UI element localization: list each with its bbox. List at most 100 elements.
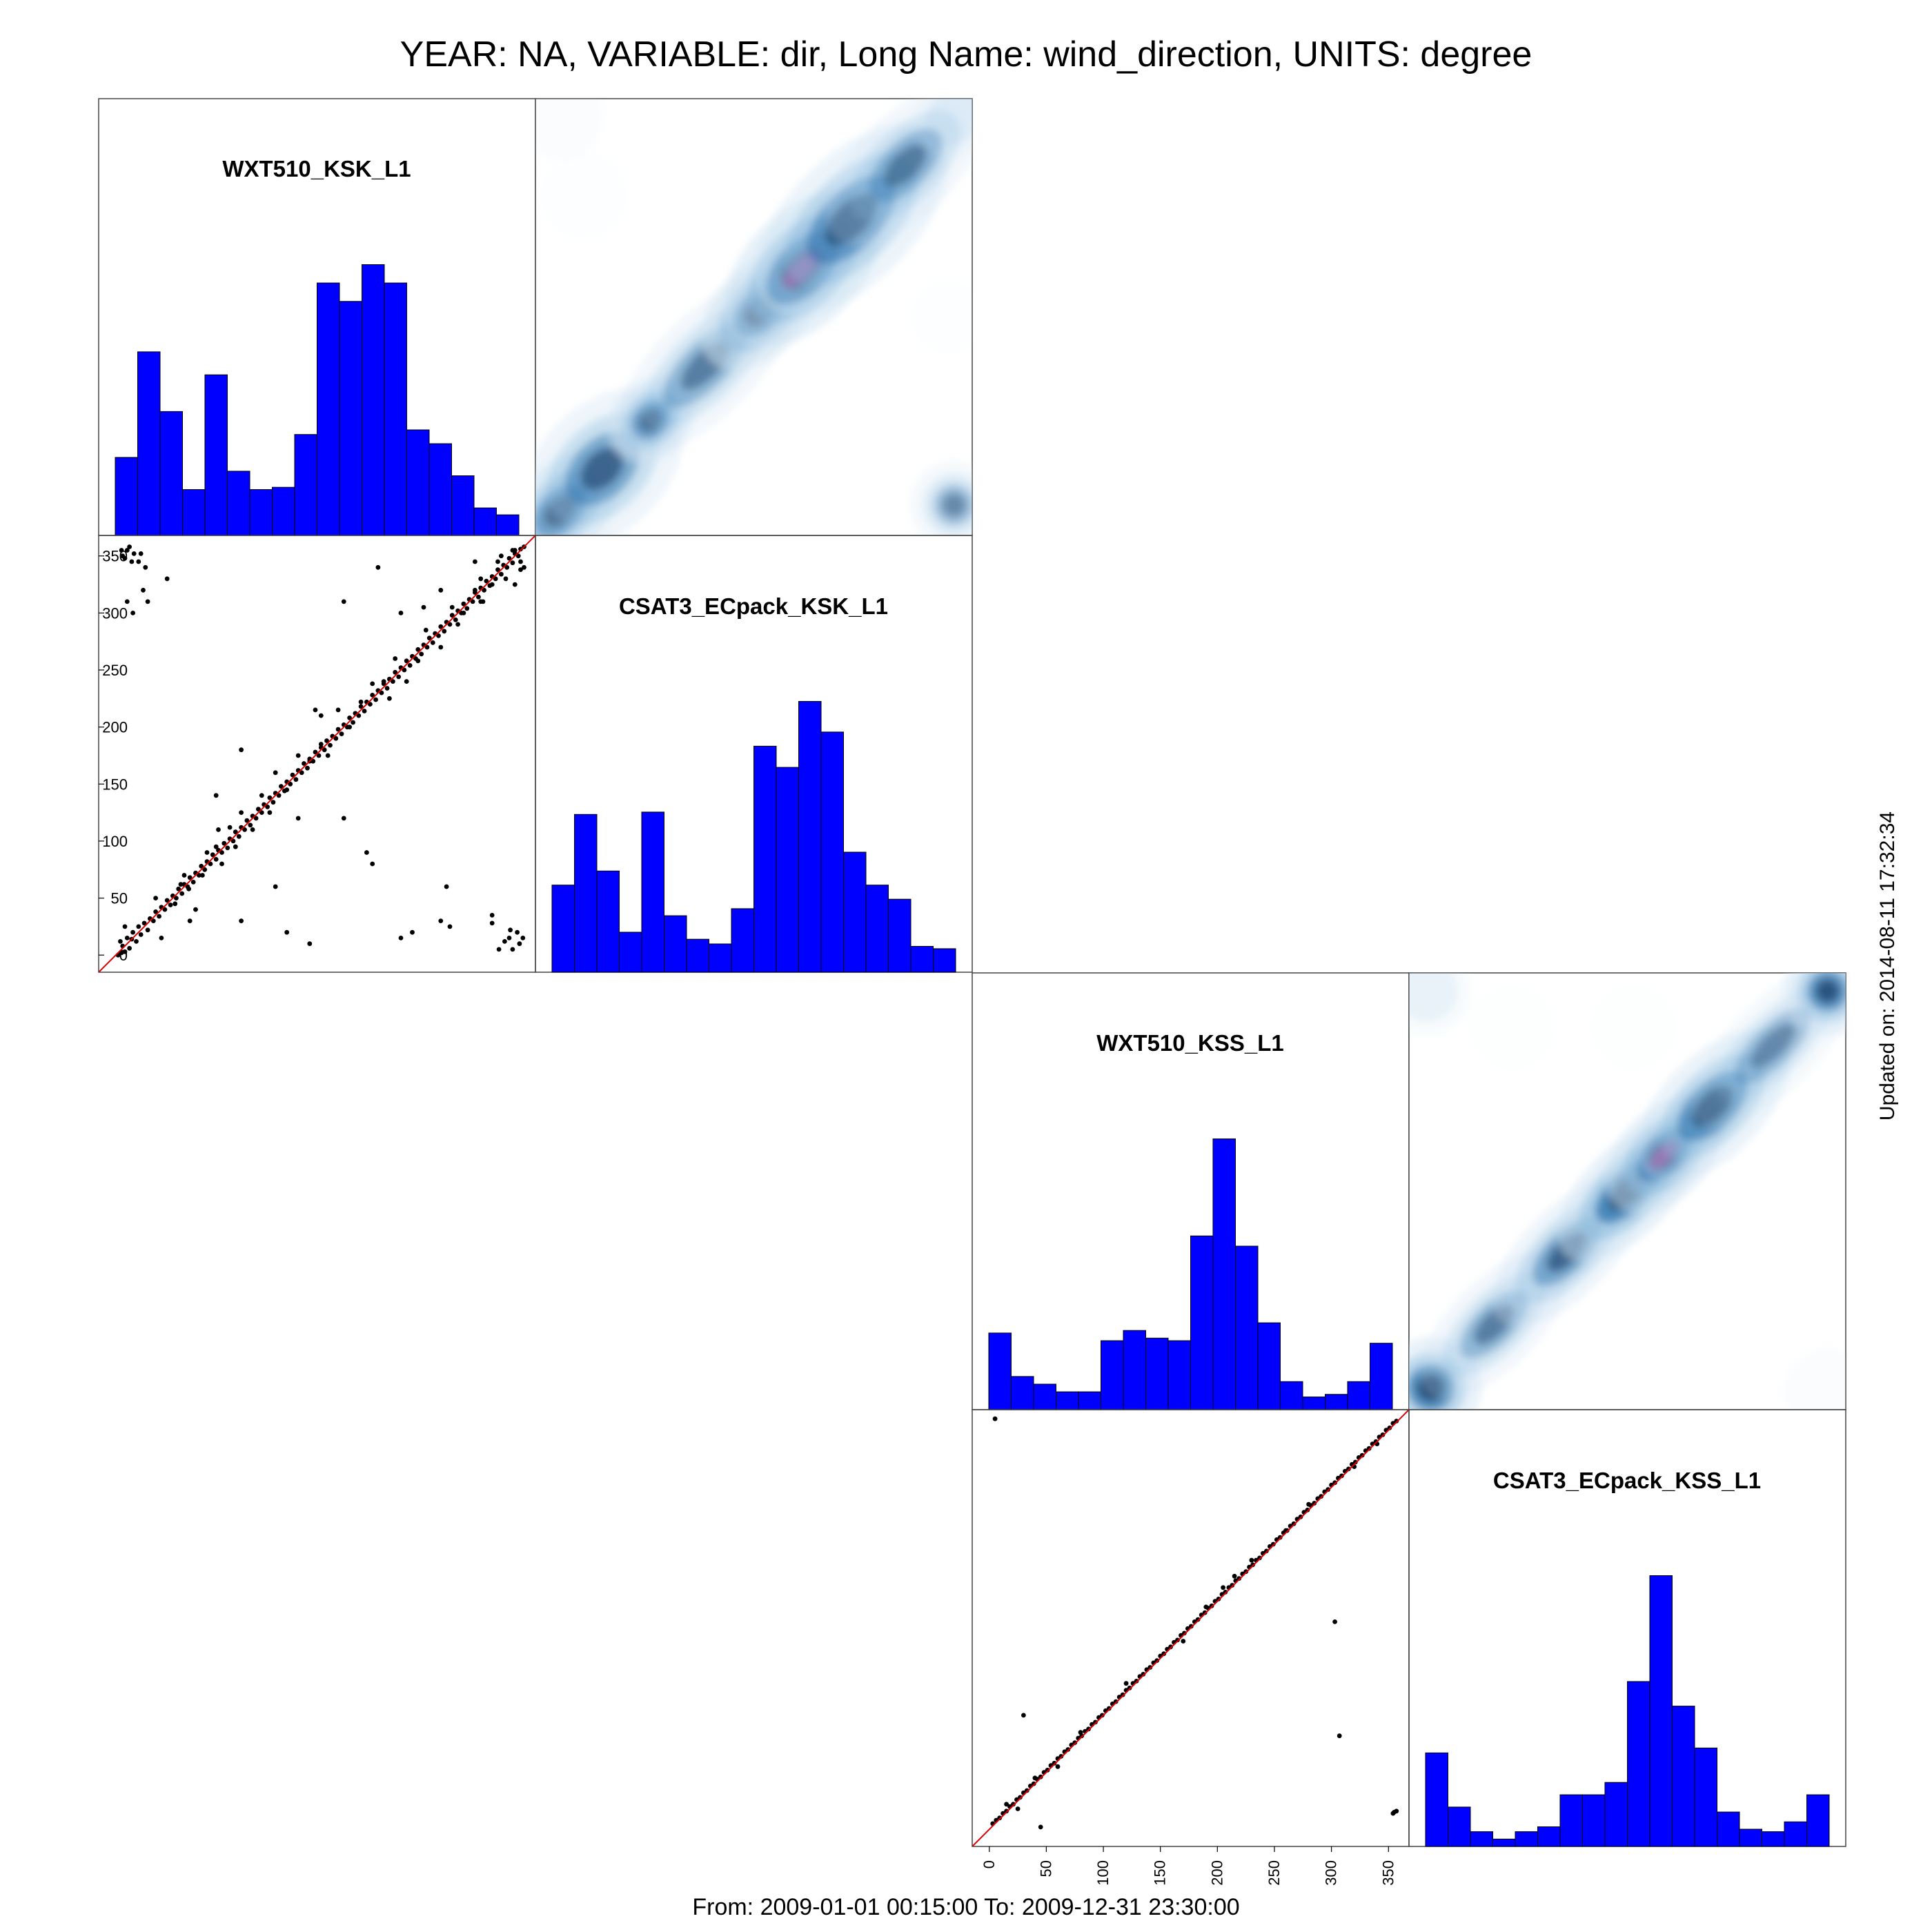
scatter-point: [358, 704, 364, 709]
histogram-bar: [159, 411, 183, 536]
scatter-point: [1181, 1639, 1186, 1644]
scatter-point: [328, 742, 333, 748]
scatter-point: [204, 850, 210, 855]
scatter-point: [415, 647, 421, 652]
scatter-point: [153, 909, 159, 914]
scatter-point: [1154, 1658, 1160, 1664]
scatter-point: [305, 765, 310, 771]
scatter-point: [310, 758, 316, 764]
scatter-point: [482, 587, 486, 593]
scatter-point: [118, 939, 123, 944]
scatter-point: [1141, 1672, 1146, 1677]
scatter-point: [1249, 1557, 1254, 1563]
histogram-bar: [843, 851, 867, 973]
scatter-point: [484, 578, 489, 584]
scatter-point: [339, 731, 344, 736]
scatter-point: [181, 873, 187, 878]
scatter-point: [447, 622, 453, 627]
scatter-point: [1072, 1740, 1078, 1746]
histogram-wxt510-ksk: [115, 264, 520, 536]
scatter-point: [503, 576, 509, 582]
scatter-point: [1004, 1802, 1009, 1807]
density-blob: [909, 279, 972, 355]
scatter-ksk: [99, 535, 535, 972]
histogram-bar: [1649, 1575, 1673, 1847]
scatter-point: [127, 945, 132, 951]
scatter-point: [239, 918, 244, 923]
scatter-point: [512, 582, 518, 587]
scatter-point: [174, 896, 179, 900]
scatter-point: [1093, 1719, 1098, 1725]
scatter-point: [127, 544, 132, 549]
x-tick-label: 300: [1323, 1860, 1340, 1886]
scatter-point: [384, 686, 390, 691]
scatter-point: [1045, 1767, 1050, 1773]
scatter-point: [1380, 1432, 1386, 1437]
scatter-point: [449, 613, 455, 618]
histogram-bar: [1145, 1337, 1169, 1410]
scatter-point: [1127, 1685, 1132, 1690]
scatter-point: [1306, 1501, 1311, 1507]
histogram-bar: [1325, 1394, 1348, 1410]
scatter-point: [1366, 1446, 1372, 1451]
scatter-point: [438, 644, 444, 650]
histogram-bar: [137, 351, 161, 536]
scatter-point: [508, 927, 513, 933]
density-layer: [535, 99, 972, 535]
scatter-point: [1339, 1473, 1344, 1479]
scatter-point: [265, 805, 270, 809]
scatter-point: [1291, 1521, 1297, 1526]
x-axis-ticks-kss: 0 50 100 150 200 250 300 350: [980, 1846, 1397, 1886]
scatter-point: [225, 845, 230, 851]
histogram-bar: [888, 898, 911, 973]
histogram-bar: [115, 457, 138, 536]
density-blob: [942, 493, 966, 518]
scatter-point: [164, 576, 170, 582]
scatter-point: [438, 587, 444, 593]
histogram-bar: [731, 908, 754, 973]
scatter-point: [316, 753, 322, 758]
scatter-point: [1078, 1730, 1083, 1735]
histogram-bar: [1190, 1235, 1214, 1410]
scatter-point: [335, 727, 341, 732]
scatter-point: [138, 932, 144, 937]
scatter-point: [1332, 1480, 1337, 1486]
scatter-point: [208, 861, 213, 867]
scatter-point: [324, 738, 329, 743]
density-wxt510-kss-vs-csat3-kss: [1409, 973, 1846, 1410]
histogram-bar: [249, 489, 273, 536]
scatter-point: [219, 850, 224, 855]
scatter-point: [423, 627, 428, 633]
scatter-point: [410, 929, 415, 935]
histogram-csat3-ksk: [551, 701, 956, 973]
scatter-point: [193, 907, 198, 912]
histogram-bar: [664, 915, 687, 973]
scatter-point: [415, 658, 421, 664]
histogram-bar: [384, 282, 407, 536]
histogram-bar: [1056, 1391, 1079, 1410]
scatter-point: [313, 707, 318, 713]
scatter-point: [176, 886, 181, 891]
histogram-bar: [204, 374, 228, 536]
scatter-point: [313, 749, 318, 755]
histogram-bar: [362, 264, 385, 536]
scatter-point: [236, 834, 241, 839]
density-layer: [1409, 973, 1846, 1410]
scatter-point: [213, 844, 219, 849]
scatter-point: [1031, 1781, 1036, 1786]
scatter-point: [404, 679, 409, 684]
scatter-point: [244, 818, 250, 823]
x-tick-label: 50: [1037, 1860, 1054, 1877]
histogram-bar: [1604, 1782, 1628, 1847]
scatter-point: [1359, 1452, 1365, 1458]
scatter-point: [129, 559, 135, 564]
scatter-point: [136, 924, 141, 929]
density-blob: [1815, 979, 1840, 1003]
scatter-point: [438, 624, 444, 629]
scatter-point: [131, 551, 137, 556]
scatter-point: [138, 551, 144, 556]
scatter-point: [473, 559, 477, 564]
scatter-point: [1038, 1774, 1043, 1780]
scatter-point: [1332, 1619, 1337, 1624]
x-tick-label: 350: [1379, 1860, 1397, 1886]
